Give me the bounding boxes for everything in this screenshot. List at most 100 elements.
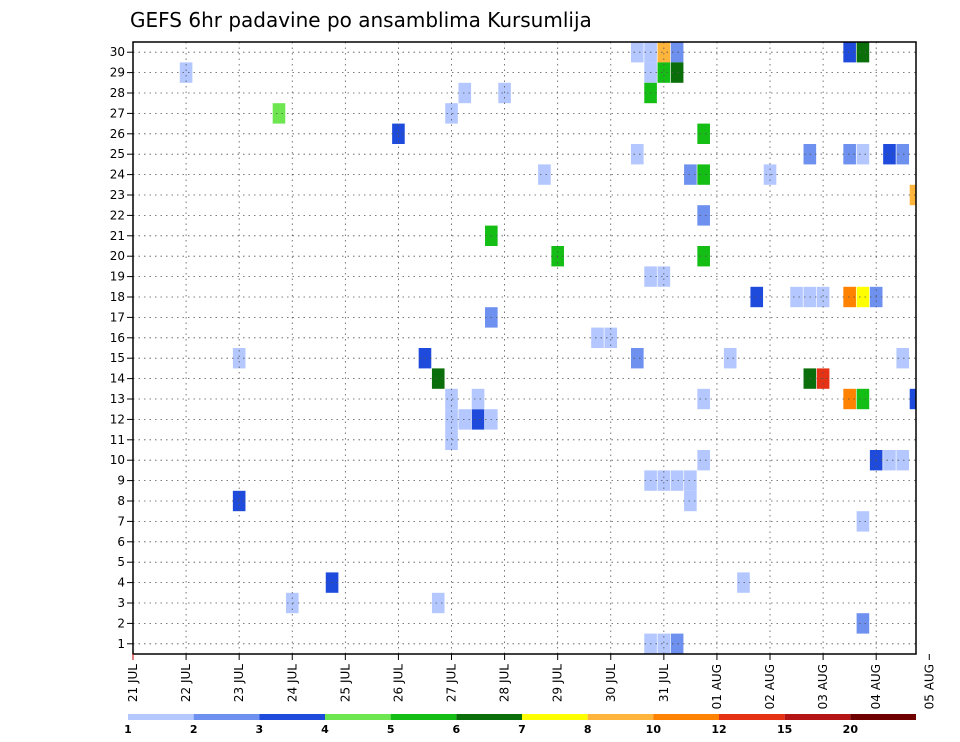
heatmap-cell	[445, 103, 458, 124]
y-tick-label: 25	[110, 147, 125, 161]
color-scale-label: 12	[711, 723, 726, 736]
y-tick-label: 4	[117, 576, 125, 590]
heatmap-cell	[750, 286, 764, 308]
heatmap-cell	[816, 286, 830, 308]
heatmap-cell	[843, 144, 856, 165]
heatmap-cell	[790, 286, 803, 308]
y-tick-label: 28	[110, 86, 125, 100]
y-axis-ticks: 1234567891011121314151617181920212223242…	[110, 45, 133, 651]
heatmap-cell	[896, 348, 910, 369]
y-tick-label: 29	[110, 66, 125, 80]
y-tick-label: 9	[117, 474, 125, 488]
heatmap-cell	[856, 144, 870, 165]
y-tick-label: 5	[117, 555, 125, 569]
color-scale-label: 1	[124, 723, 132, 736]
y-tick-label: 10	[110, 453, 125, 467]
heatmap-cell	[723, 348, 737, 369]
heatmap-cell	[657, 470, 671, 491]
heatmap-cell	[471, 409, 485, 430]
heatmap-cell	[670, 470, 684, 491]
heatmap-cell	[631, 348, 644, 369]
y-tick-label: 26	[110, 127, 125, 141]
color-scale-swatch	[325, 714, 391, 720]
heatmap-cell	[657, 266, 671, 287]
heatmap-cell	[843, 42, 856, 63]
heatmap-cell	[431, 368, 445, 389]
heatmap-cell	[697, 450, 710, 471]
heatmap-cell	[856, 388, 870, 410]
x-tick-label: 03 AUG	[816, 664, 830, 709]
heatmap-cell	[431, 592, 445, 614]
y-tick-label: 27	[110, 106, 125, 120]
heatmap-cell	[631, 144, 644, 165]
heatmap-cell	[591, 327, 604, 348]
heatmap-cell	[896, 450, 910, 471]
heatmap-cell	[471, 388, 485, 410]
color-scale-swatch	[850, 714, 916, 720]
y-tick-label: 22	[110, 208, 125, 222]
x-tick-label: 24 JUL	[285, 664, 299, 702]
color-scale-label: 20	[843, 723, 859, 736]
y-tick-label: 13	[110, 392, 125, 406]
heatmap-cell	[697, 388, 710, 410]
y-tick-label: 19	[110, 270, 125, 284]
heatmap-cell	[657, 633, 671, 654]
heatmap-cell	[684, 164, 697, 185]
y-tick-label: 23	[110, 188, 125, 202]
heatmap-cell	[697, 205, 710, 226]
x-tick-label: 25 JUL	[338, 664, 352, 702]
x-tick-label: 28 JUL	[498, 664, 512, 702]
color-scale-swatch	[587, 714, 654, 720]
x-tick-label: 02 AUG	[763, 664, 777, 709]
heatmap-cell	[909, 184, 916, 206]
y-tick-label: 30	[110, 45, 125, 59]
color-scale-label: 3	[256, 723, 264, 736]
heatmap-cell	[604, 327, 618, 348]
heatmap-cell	[856, 42, 870, 63]
y-tick-label: 20	[110, 249, 125, 263]
y-tick-label: 7	[117, 514, 125, 528]
heatmap-cell	[445, 429, 458, 450]
heatmap-cell	[684, 470, 697, 491]
color-scale-swatch	[128, 714, 194, 720]
heatmap-cell	[272, 103, 286, 124]
heatmap-cell	[737, 572, 750, 593]
x-tick-label: 30 JUL	[604, 664, 618, 702]
y-tick-label: 16	[110, 331, 125, 345]
heatmap-cell	[538, 164, 551, 185]
heatmap-cell	[631, 42, 644, 63]
y-tick-label: 1	[117, 637, 125, 651]
y-tick-label: 17	[110, 310, 125, 324]
heatmap-cell	[909, 388, 916, 410]
heatmap-cell	[843, 286, 856, 308]
y-tick-label: 12	[110, 412, 125, 426]
color-scale-swatch	[259, 714, 325, 720]
heatmap-cell	[697, 246, 710, 267]
heatmap-cell	[883, 450, 896, 471]
y-tick-label: 3	[117, 596, 125, 610]
x-tick-label: 29 JUL	[551, 664, 565, 702]
color-scale-swatch	[390, 714, 457, 720]
heatmap-cell	[232, 348, 246, 369]
heatmap-cell	[856, 511, 870, 532]
y-tick-label: 21	[110, 229, 125, 243]
plot-frame	[132, 41, 917, 655]
color-scale-swatch	[784, 714, 851, 720]
color-scale-swatch	[456, 714, 522, 720]
color-scale-label: 15	[777, 723, 792, 736]
y-tick-label: 6	[117, 535, 125, 549]
color-scale-swatch	[653, 714, 719, 720]
x-tick-label: 05 AUG	[922, 664, 936, 709]
heatmap-cells	[179, 42, 916, 654]
x-tick-label: 26 JUL	[391, 664, 405, 702]
heatmap-cell	[670, 62, 684, 83]
heatmap-cell	[458, 409, 472, 430]
y-tick-label: 11	[110, 433, 125, 447]
color-scale-swatch	[193, 714, 260, 720]
x-tick-label: 01 AUG	[710, 664, 724, 709]
x-tick-label: 23 JUL	[232, 664, 246, 702]
color-scale-label: 10	[646, 723, 662, 736]
color-scale-swatch	[522, 714, 588, 720]
heatmap-cell	[896, 144, 910, 165]
